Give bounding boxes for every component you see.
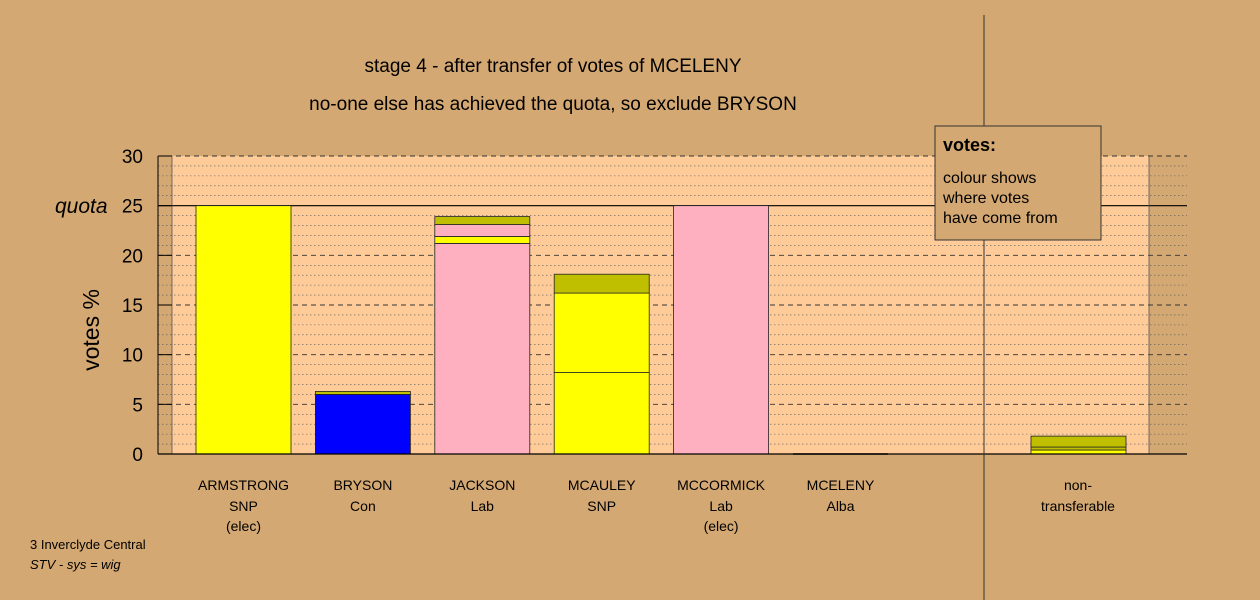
legend-title: votes: bbox=[943, 135, 996, 155]
category-name: BRYSON bbox=[333, 477, 392, 493]
chart-subtitle: no-one else has achieved the quota, so e… bbox=[309, 94, 797, 115]
category-party: SNP bbox=[587, 498, 616, 514]
footnote-constituency: 3 Inverclyde Central bbox=[30, 537, 146, 552]
y-tick-label: 5 bbox=[132, 395, 143, 416]
category-party: SNP bbox=[229, 498, 258, 514]
axis-layer: 0 5 10 15 20 25 30 ARMSTRONG SNP (elec) BRYSON Con J… bbox=[122, 15, 1187, 600]
category-party: Con bbox=[350, 498, 376, 514]
footnote-system: STV - sys = wig bbox=[30, 557, 121, 572]
category-name: MCELENY bbox=[807, 477, 875, 493]
bar-segment bbox=[195, 205, 292, 455]
bar-segment bbox=[673, 205, 769, 455]
legend-line-3: have come from bbox=[943, 210, 1058, 227]
bar-segment bbox=[434, 216, 531, 225]
bar-armstrong bbox=[195, 205, 292, 455]
bar-segment bbox=[434, 224, 531, 237]
category-status: (elec) bbox=[226, 518, 261, 534]
chart-title: stage 4 - after transfer of votes of MCE… bbox=[365, 56, 742, 77]
bar-mccormick bbox=[673, 205, 769, 455]
bar-segment bbox=[553, 292, 650, 373]
y-tick-label: 15 bbox=[122, 296, 143, 317]
nontransferable-label-1: non- bbox=[1064, 477, 1092, 493]
legend-line-2: where votes bbox=[942, 190, 1029, 207]
bar-jackson bbox=[434, 216, 531, 455]
bar-segment bbox=[314, 393, 411, 455]
category-party: Lab bbox=[471, 498, 495, 514]
category-party: Alba bbox=[826, 498, 854, 514]
category-name: ARMSTRONG bbox=[198, 477, 289, 493]
legend-frame bbox=[934, 125, 1102, 241]
bar-segment bbox=[553, 273, 650, 294]
bar-segment bbox=[434, 236, 531, 244]
nontransferable-label-2: transferable bbox=[1041, 498, 1115, 514]
category-party: Lab bbox=[709, 498, 733, 514]
bar-nontransferable bbox=[1030, 435, 1127, 455]
category-status: (elec) bbox=[704, 518, 739, 534]
quota-label: quota bbox=[55, 195, 108, 218]
bars-layer bbox=[195, 205, 1127, 455]
y-tick-label: 10 bbox=[122, 346, 143, 367]
bar-mcauley bbox=[553, 273, 650, 455]
bar-segment bbox=[1030, 435, 1127, 448]
category-name: MCCORMICK bbox=[677, 477, 766, 493]
y-tick-label: 0 bbox=[132, 445, 143, 466]
y-tick-label: 25 bbox=[122, 197, 143, 218]
bar-segment bbox=[434, 243, 531, 455]
y-axis-label: votes % bbox=[78, 289, 104, 371]
y-tick-label: 30 bbox=[122, 147, 143, 168]
y-tick-label: 20 bbox=[122, 246, 143, 267]
bar-bryson bbox=[314, 391, 411, 455]
category-name: JACKSON bbox=[449, 477, 515, 493]
legend-box: votes: colour shows where votes have com… bbox=[934, 125, 1102, 241]
category-name: MCAULEY bbox=[568, 477, 636, 493]
bar-segment bbox=[1030, 446, 1127, 451]
legend-line-1: colour shows bbox=[943, 170, 1036, 187]
bar-segment bbox=[553, 372, 650, 455]
bar-segment bbox=[314, 391, 411, 395]
